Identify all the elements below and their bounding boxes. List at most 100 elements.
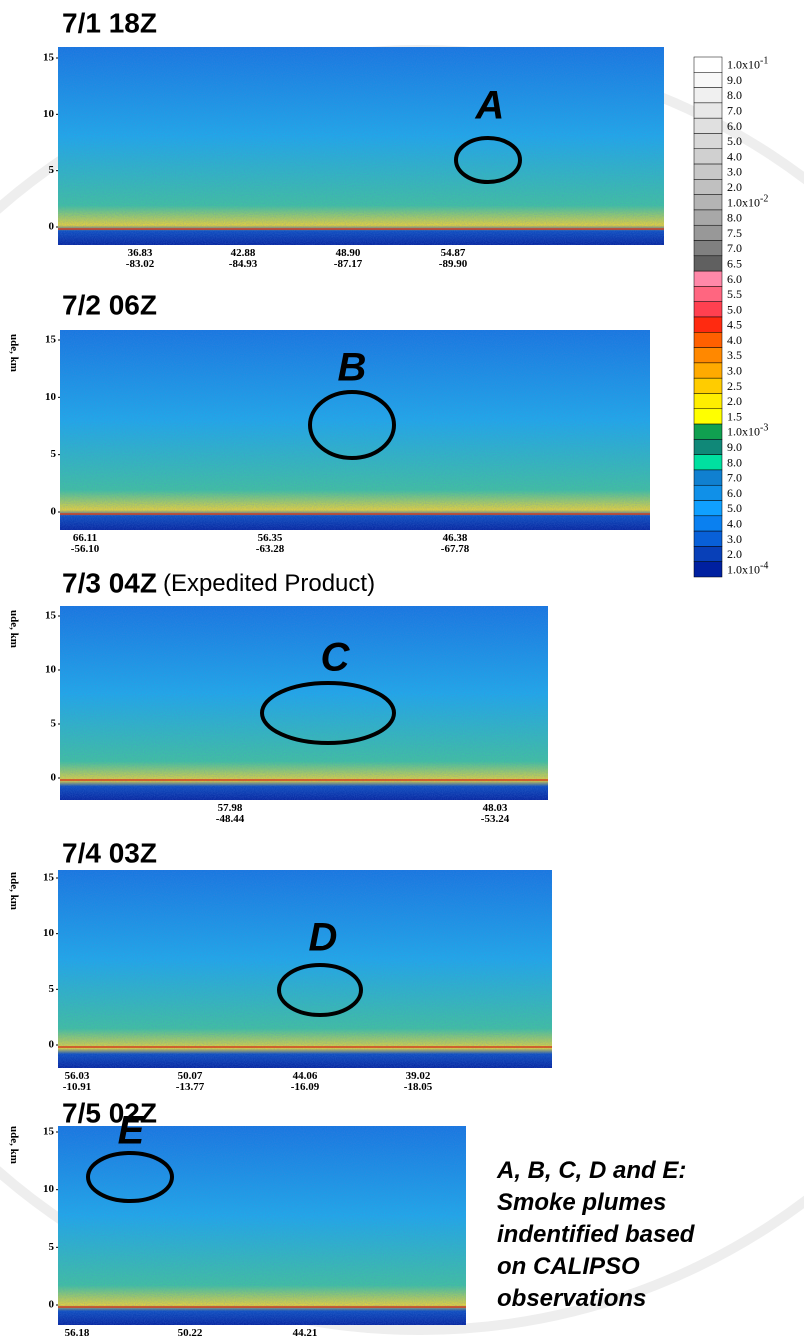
colorbar-label: 2.0 bbox=[727, 180, 742, 194]
colorbar-swatch bbox=[693, 117, 723, 134]
y-tick-label: 5 bbox=[49, 1241, 55, 1253]
colorbar-label: 6.0 bbox=[727, 119, 742, 133]
curtain-noise bbox=[58, 47, 664, 245]
x-tick-lat: 54.87 bbox=[441, 247, 466, 259]
colorbar-label: 5.0 bbox=[727, 501, 742, 515]
colorbar-swatch bbox=[693, 377, 723, 394]
colorbar-label: 7.0 bbox=[727, 104, 742, 118]
colorbar-label: 5.5 bbox=[727, 287, 742, 301]
caption-line: A, B, C, D and E: bbox=[496, 1157, 686, 1184]
colorbar-swatch bbox=[693, 301, 723, 318]
colorbar-swatch bbox=[693, 316, 723, 333]
colorbar-swatch bbox=[693, 163, 723, 180]
panel-title: 7/1 18Z bbox=[62, 7, 157, 38]
x-tick-lon: -16.09 bbox=[291, 1081, 320, 1093]
colorbar-swatch bbox=[693, 561, 723, 578]
panel-title: 7/4 03Z bbox=[62, 837, 157, 868]
caption-line: indentified based bbox=[497, 1221, 696, 1248]
colorbar-swatch bbox=[693, 530, 723, 547]
x-tick-lat: 46.38 bbox=[443, 532, 468, 544]
x-tick-lon: -83.02 bbox=[126, 258, 155, 270]
colorbar-swatch bbox=[693, 87, 723, 104]
colorbar-exponent: -4 bbox=[760, 560, 768, 571]
plume-ellipse bbox=[260, 681, 396, 745]
curtain-noise bbox=[60, 606, 548, 800]
plume-ellipse bbox=[86, 1151, 174, 1203]
colorbar-label: 8.0 bbox=[727, 455, 742, 469]
caption-line: Smoke plumes bbox=[497, 1189, 666, 1216]
y-tick-label: 0 bbox=[49, 221, 55, 233]
y-tick-label: 0 bbox=[51, 772, 57, 784]
colorbar-label: 9.0 bbox=[727, 73, 742, 87]
colorbar-exponent: -1 bbox=[760, 56, 768, 67]
x-tick-lat: 39.02 bbox=[406, 1070, 431, 1082]
plume-ellipse bbox=[308, 390, 396, 460]
colorbar-swatch bbox=[693, 500, 723, 517]
colorbar-label: 4.0 bbox=[727, 149, 742, 163]
colorbar-swatch bbox=[693, 240, 723, 257]
colorbar-label: 4.5 bbox=[727, 318, 742, 332]
y-tick-label: 15 bbox=[43, 872, 55, 884]
y-tick-label: 10 bbox=[45, 391, 57, 403]
colorbar-label: 6.5 bbox=[727, 256, 742, 270]
y-axis-label: ude, km bbox=[8, 610, 20, 648]
x-tick-lat: 56.03 bbox=[65, 1070, 90, 1082]
x-tick-lon: -18.05 bbox=[404, 1081, 433, 1093]
panel: 7/4 03Z ude, km 0 5 10 15 56.03-10.91 50.07-13.… bbox=[8, 837, 552, 1093]
colorbar-swatch bbox=[693, 408, 723, 425]
colorbar-swatch bbox=[693, 332, 723, 348]
panel: 7/2 06Z ude, km 0 5 10 15 66.11-56.10 56.35-63.… bbox=[8, 289, 650, 555]
colorbar-label: 1.0x10-1 bbox=[727, 56, 768, 72]
x-tick-lat: 50.07 bbox=[178, 1070, 203, 1082]
y-tick-label: 5 bbox=[51, 718, 57, 730]
colorbar-swatch bbox=[693, 133, 723, 150]
curtain-noise bbox=[58, 870, 552, 1068]
colorbar-label: 1.0x10-2 bbox=[727, 193, 768, 209]
colorbar-swatch bbox=[693, 393, 723, 410]
colorbar-swatch bbox=[693, 224, 723, 241]
y-axis-label: ude, km bbox=[8, 872, 20, 910]
x-tick-lon: -53.24 bbox=[481, 813, 510, 825]
x-tick-lon: -48.44 bbox=[216, 813, 245, 825]
plume-label: B bbox=[338, 346, 367, 390]
plume-ellipse bbox=[277, 963, 363, 1017]
colorbar-swatch bbox=[693, 102, 723, 119]
x-tick-lat: 56.35 bbox=[258, 532, 283, 544]
x-tick-lon: -87.17 bbox=[334, 258, 363, 270]
y-tick-label: 5 bbox=[51, 448, 57, 460]
plume-ellipse bbox=[454, 136, 522, 184]
colorbar-swatch bbox=[693, 194, 723, 211]
colorbar-swatch bbox=[693, 469, 723, 486]
colorbar-label: 2.0 bbox=[727, 547, 742, 561]
y-axis-label: ude, km bbox=[8, 334, 20, 372]
x-tick-lat: 36.83 bbox=[128, 247, 153, 259]
colorbar-label: 8.0 bbox=[727, 88, 742, 102]
colorbar-label: 6.0 bbox=[727, 486, 742, 500]
y-tick-label: 10 bbox=[43, 927, 55, 939]
colorbar-label: 2.0 bbox=[727, 394, 742, 408]
caption-line: on CALIPSO bbox=[497, 1253, 640, 1280]
y-tick-label: 15 bbox=[45, 610, 57, 622]
y-tick-label: 5 bbox=[49, 164, 55, 176]
x-tick-lat: 56.18 bbox=[65, 1327, 90, 1339]
colorbar-label: 6.0 bbox=[727, 272, 742, 286]
x-tick-lat: 50.22 bbox=[178, 1327, 203, 1339]
colorbar-label: 4.0 bbox=[727, 333, 742, 347]
y-tick-label: 5 bbox=[49, 983, 55, 995]
colorbar-swatch bbox=[693, 454, 723, 471]
x-tick-lon: -56.10 bbox=[71, 543, 100, 555]
panel: 7/5 02Z ude, km 0 5 10 15 56.18 50.22 44.21 E bbox=[8, 1097, 466, 1339]
y-tick-label: 0 bbox=[49, 1039, 55, 1051]
colorbar-label: 2.5 bbox=[727, 379, 742, 393]
y-tick-label: 15 bbox=[45, 334, 57, 346]
colorbar-label: 8.0 bbox=[727, 211, 742, 225]
y-tick-label: 0 bbox=[49, 1299, 55, 1311]
colorbar-label: 1.0x10-4 bbox=[727, 560, 768, 576]
colorbar-swatch bbox=[693, 439, 723, 455]
x-tick-lon: -84.93 bbox=[229, 258, 258, 270]
colorbar-label: 7.5 bbox=[727, 226, 742, 240]
panel-title: 7/5 02Z bbox=[62, 1097, 157, 1128]
y-tick-label: 15 bbox=[43, 1126, 55, 1138]
curtain-noise bbox=[58, 1126, 466, 1325]
colorbar: 1.0x10-19.08.07.06.05.04.03.02.01.0x10-2… bbox=[693, 56, 768, 578]
